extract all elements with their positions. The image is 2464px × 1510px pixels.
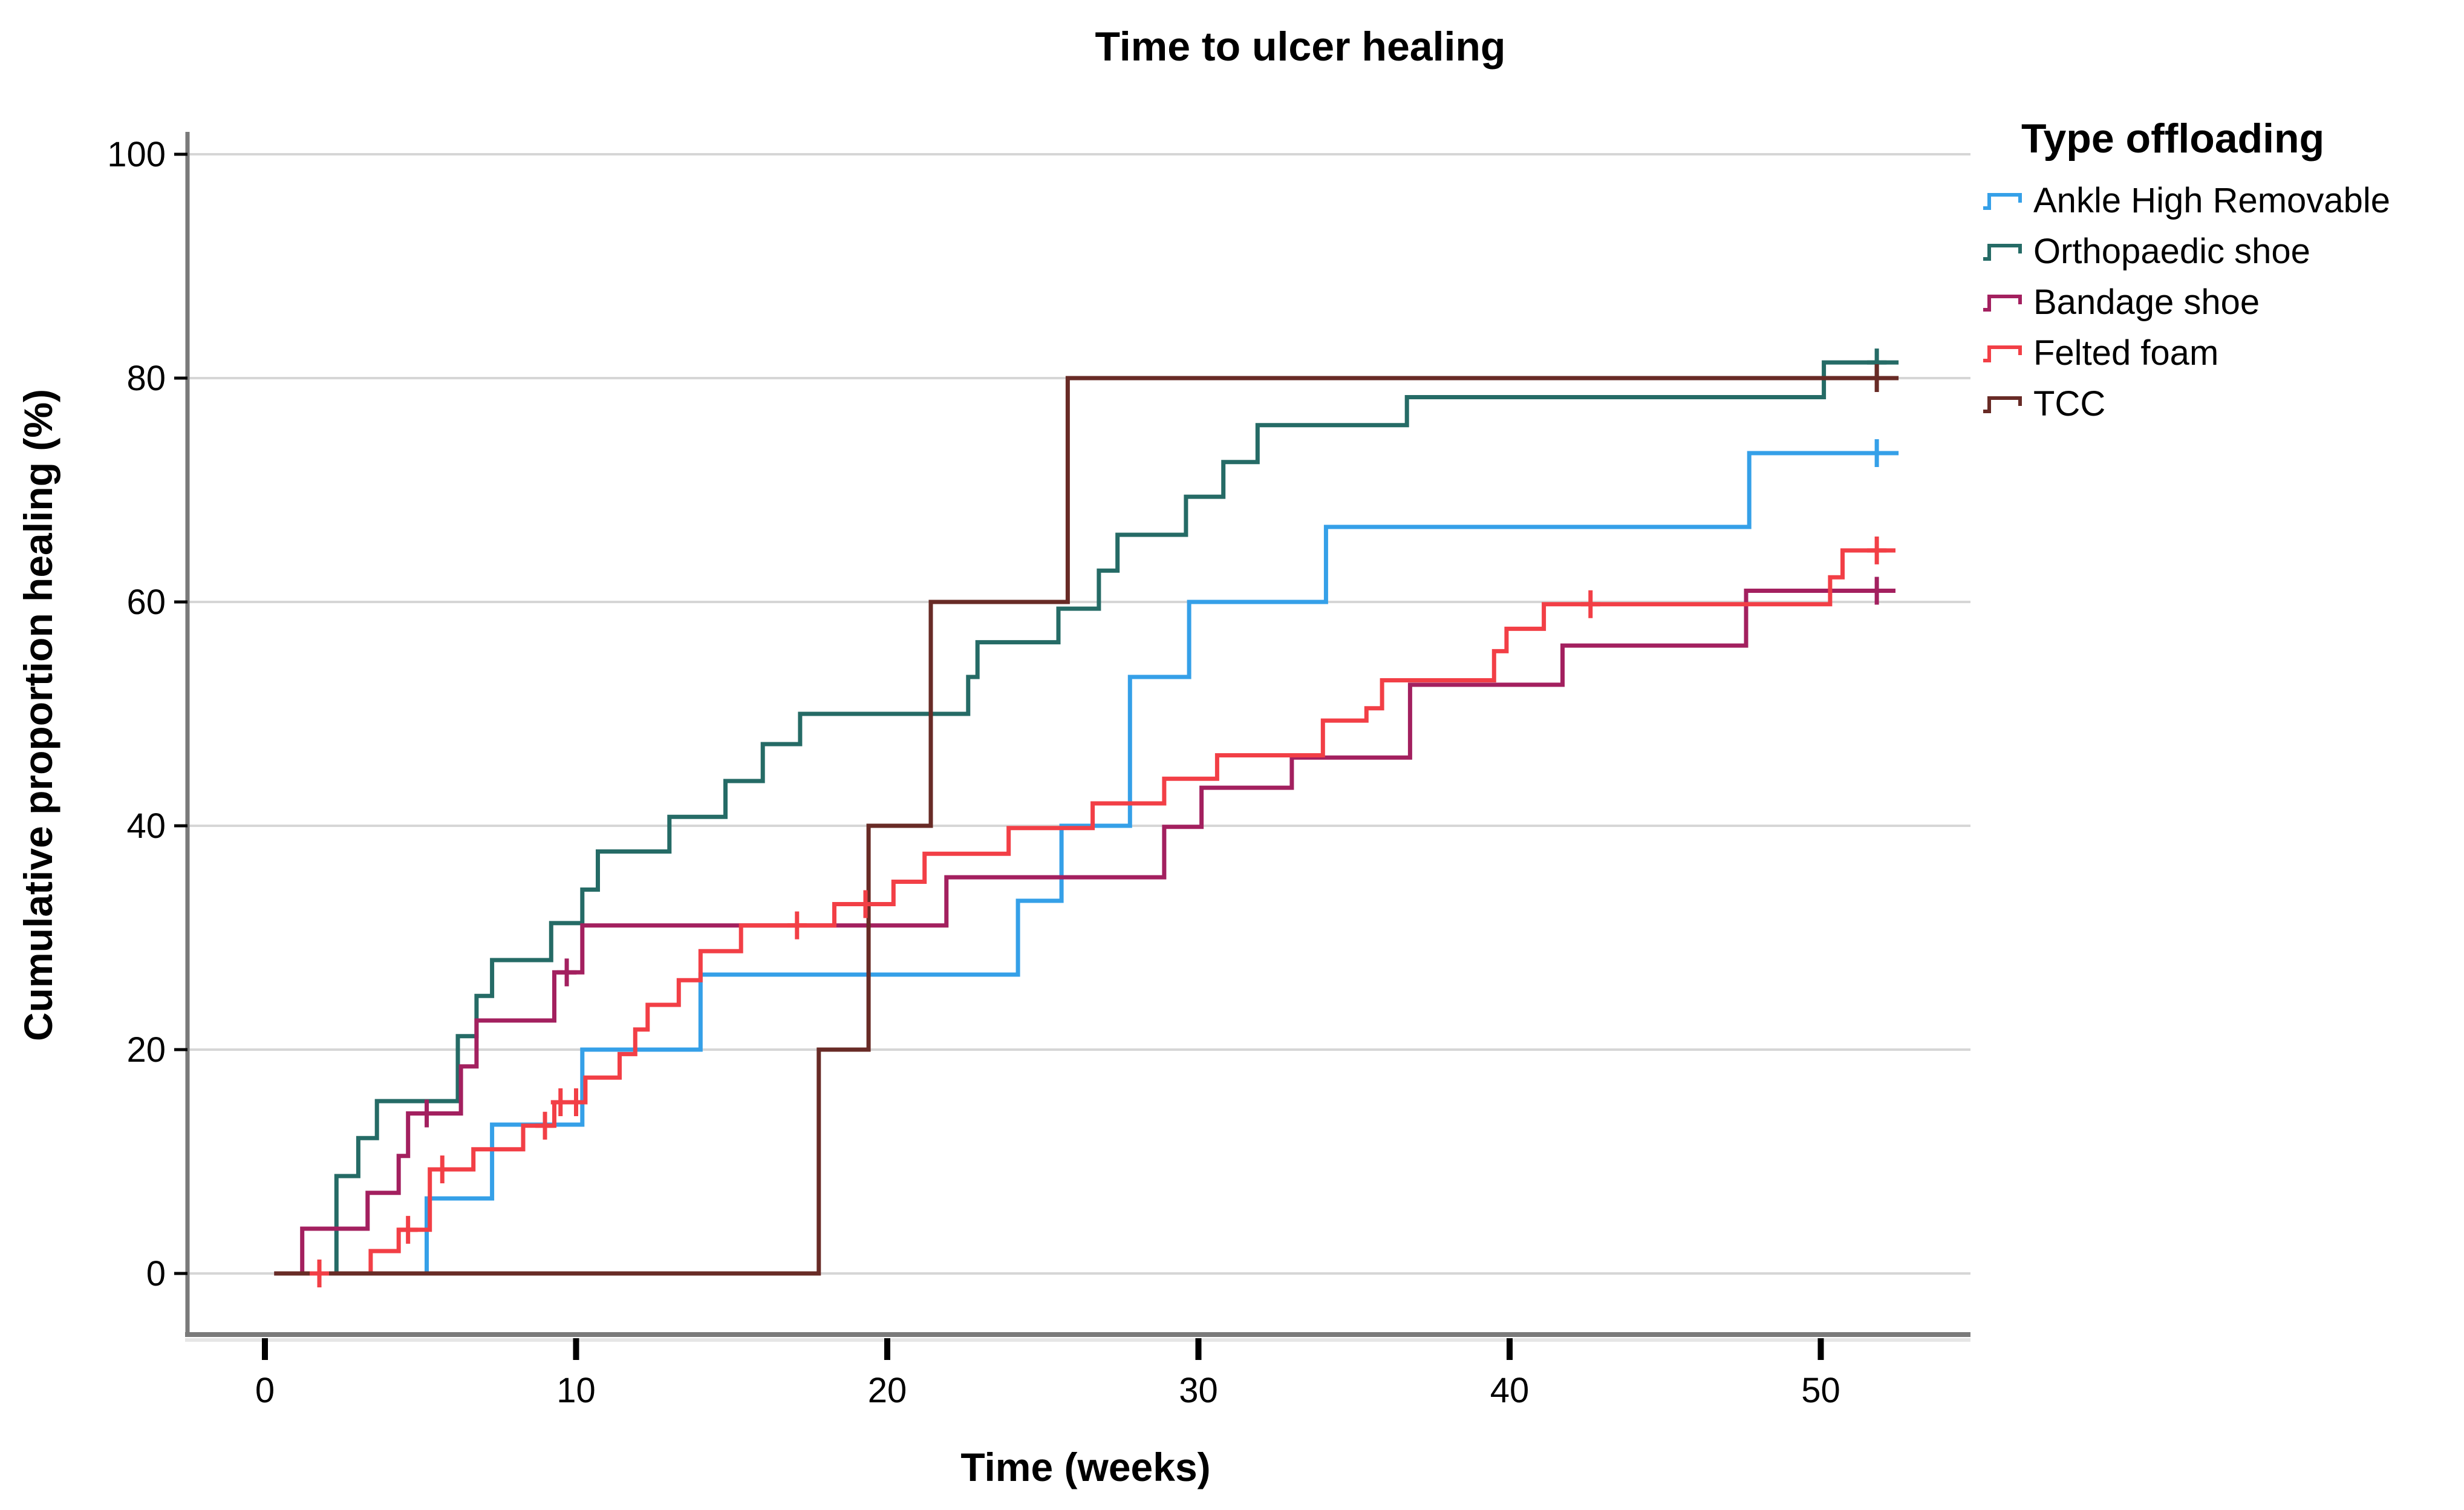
censor-mark-felted-foam <box>310 1260 330 1287</box>
y-axis-tick-labels: 0 20 40 60 80 100 <box>107 135 166 1293</box>
censor-marks <box>310 348 1887 1287</box>
legend-items: Ankle High Removable Orthopaedic shoe Band… <box>1983 181 2390 423</box>
y-axis-ticks <box>174 152 187 1275</box>
censor-mark-felted-foam <box>398 1215 418 1244</box>
series-path-felted-foam <box>274 548 1895 1276</box>
legend-label: TCC <box>2033 384 2105 423</box>
y-tick-label: 60 <box>126 583 166 622</box>
x-tick-label: 40 <box>1490 1371 1530 1410</box>
legend-swatch-ankle-high-removable-icon <box>1983 193 2022 210</box>
censor-mark-felted-foam <box>535 1111 555 1140</box>
censor-mark-felted-foam <box>1867 536 1887 564</box>
censor-mark-felted-foam <box>566 1088 586 1116</box>
series-path-ankle-high-removable <box>274 451 1899 1276</box>
legend-swatch-felted-foam-icon <box>1983 345 2022 362</box>
legend-item-tcc: TCC <box>1983 384 2105 423</box>
x-tick-label: 30 <box>1179 1371 1218 1410</box>
legend-label: Felted foam <box>2033 333 2218 373</box>
series-path-bandage-shoe <box>274 589 1895 1276</box>
legend-swatch-tcc-icon <box>1983 396 2022 413</box>
gridlines <box>187 153 1970 1275</box>
legend-label: Ankle High Removable <box>2033 181 2390 220</box>
legend-item-bandage-shoe: Bandage shoe <box>1983 283 2260 322</box>
censor-mark-tcc <box>1867 364 1887 392</box>
censor-mark-felted-foam <box>1580 590 1600 618</box>
x-axis-tick-labels: 0 10 20 30 40 50 <box>255 1371 1840 1410</box>
censor-mark-felted-foam <box>432 1155 452 1183</box>
legend: Type offloading Ankle High Removable Orth… <box>1983 116 2390 423</box>
series-path-tcc <box>274 376 1899 1276</box>
series-path-orthopaedic-shoe <box>274 360 1899 1276</box>
censor-mark-ankle-high-removable <box>1867 439 1887 467</box>
censor-mark-felted-foam <box>787 911 807 940</box>
y-axis-title: Cumulative proportion healing (%) <box>16 389 60 1041</box>
x-tick-label: 10 <box>556 1371 596 1410</box>
y-tick-label: 40 <box>126 806 166 846</box>
censor-mark-bandage-shoe <box>1867 577 1887 605</box>
y-tick-label: 0 <box>146 1254 166 1293</box>
censor-mark-felted-foam <box>855 890 875 918</box>
x-tick-label: 0 <box>255 1371 275 1410</box>
legend-item-orthopaedic-shoe: Orthopaedic shoe <box>1983 232 2310 271</box>
y-tick-label: 20 <box>126 1030 166 1070</box>
chart-title: Time to ulcer healing <box>1095 24 1506 70</box>
y-tick-label: 100 <box>107 135 166 174</box>
legend-item-felted-foam: Felted foam <box>1983 333 2218 373</box>
legend-swatch-orthopaedic-shoe-icon <box>1983 244 2022 261</box>
x-axis-title: Time (weeks) <box>960 1445 1210 1489</box>
legend-label: Bandage shoe <box>2033 283 2260 322</box>
series-lines <box>274 360 1899 1276</box>
x-tick-label: 50 <box>1801 1371 1840 1410</box>
legend-item-ankle-high-removable: Ankle High Removable <box>1983 181 2390 220</box>
legend-title: Type offloading <box>2021 116 2324 162</box>
legend-label: Orthopaedic shoe <box>2033 232 2310 271</box>
censor-mark-bandage-shoe <box>417 1099 437 1128</box>
x-tick-label: 20 <box>868 1371 907 1410</box>
x-axis-ticks <box>262 1338 1824 1360</box>
axis-spines <box>185 132 1970 1342</box>
legend-swatch-bandage-shoe-icon <box>1983 295 2022 312</box>
censor-mark-bandage-shoe <box>557 958 577 987</box>
y-tick-label: 80 <box>126 359 166 398</box>
